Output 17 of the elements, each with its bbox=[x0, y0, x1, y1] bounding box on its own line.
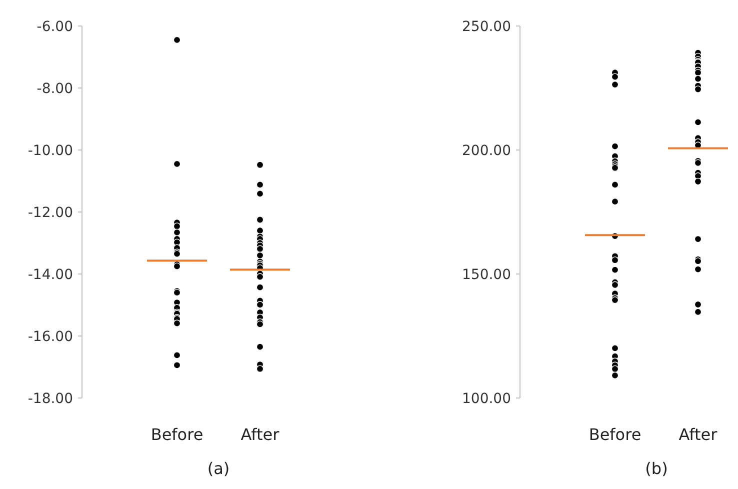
y-tick-label: 250.00 bbox=[462, 18, 511, 35]
y-tick-label: -14.00 bbox=[28, 266, 73, 283]
y-tick-label: 150.00 bbox=[462, 266, 511, 283]
y-tick-label: -12.00 bbox=[28, 204, 73, 221]
x-axis-title: (a) bbox=[207, 459, 230, 478]
x-axis-title: (b) bbox=[645, 459, 668, 478]
x-tick-label: Before bbox=[588, 425, 642, 444]
y-tick-label: 200.00 bbox=[462, 142, 511, 159]
y-tick-label: -18.00 bbox=[28, 390, 73, 407]
x-tick-label: After bbox=[240, 425, 280, 444]
y-tick-label: -6.00 bbox=[36, 18, 73, 35]
x-tick-label: Before bbox=[150, 425, 204, 444]
y-tick-label: -8.00 bbox=[36, 80, 73, 97]
y-tick-label: -16.00 bbox=[28, 328, 73, 345]
x-tick-label: After bbox=[678, 425, 718, 444]
y-tick-label: 100.00 bbox=[462, 390, 511, 407]
y-tick-label: -10.00 bbox=[28, 142, 73, 159]
